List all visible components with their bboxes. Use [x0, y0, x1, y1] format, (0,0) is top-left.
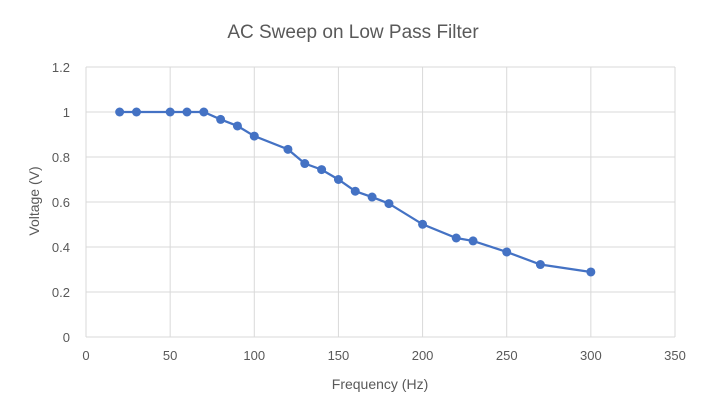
- y-tick-label: 0.2: [52, 285, 70, 300]
- y-tick-label: 0.6: [52, 195, 70, 210]
- x-tick-label: 50: [163, 348, 177, 363]
- data-point: [232, 121, 242, 131]
- chart-title: AC Sweep on Low Pass Filter: [227, 22, 479, 43]
- y-tick-label: 1: [63, 105, 70, 120]
- data-point: [535, 260, 545, 270]
- x-tick-label: 0: [82, 348, 89, 363]
- y-tick-label: 0.4: [52, 240, 70, 255]
- x-tick-label: 350: [664, 348, 686, 363]
- data-point: [384, 199, 394, 209]
- data-point: [249, 131, 259, 141]
- x-axis-label: Frequency (Hz): [332, 376, 428, 392]
- data-point: [216, 114, 226, 124]
- data-point: [115, 107, 125, 117]
- x-tick-label: 150: [328, 348, 350, 363]
- data-point: [451, 233, 461, 243]
- data-point: [199, 107, 209, 117]
- x-tick-label: 300: [580, 348, 602, 363]
- data-point: [165, 107, 175, 117]
- y-tick-label: 1.2: [52, 60, 70, 75]
- data-point: [418, 219, 428, 229]
- tick-labels: 0 50 100 150 200 250 300 350 0 0.2 0.4 0.6 0.8 1 1.2: [52, 60, 686, 363]
- gridlines: [85, 66, 676, 338]
- data-point: [131, 107, 141, 117]
- y-tick-label: 0: [63, 330, 70, 345]
- data-point: [367, 192, 377, 202]
- data-point: [283, 144, 293, 154]
- data-point: [333, 175, 343, 184]
- x-tick-label: 100: [243, 348, 265, 363]
- y-tick-label: 0.8: [52, 150, 70, 165]
- data-point: [586, 267, 596, 277]
- data-point: [300, 159, 310, 169]
- data-point: [182, 107, 192, 117]
- x-tick-label: 250: [496, 348, 518, 363]
- y-axis-label: Voltage (V): [26, 166, 42, 235]
- data-point: [468, 236, 478, 246]
- data-point: [502, 247, 512, 257]
- x-tick-label: 200: [412, 348, 434, 363]
- series-voltage: [115, 107, 596, 277]
- data-point: [317, 165, 327, 175]
- data-point: [350, 186, 360, 196]
